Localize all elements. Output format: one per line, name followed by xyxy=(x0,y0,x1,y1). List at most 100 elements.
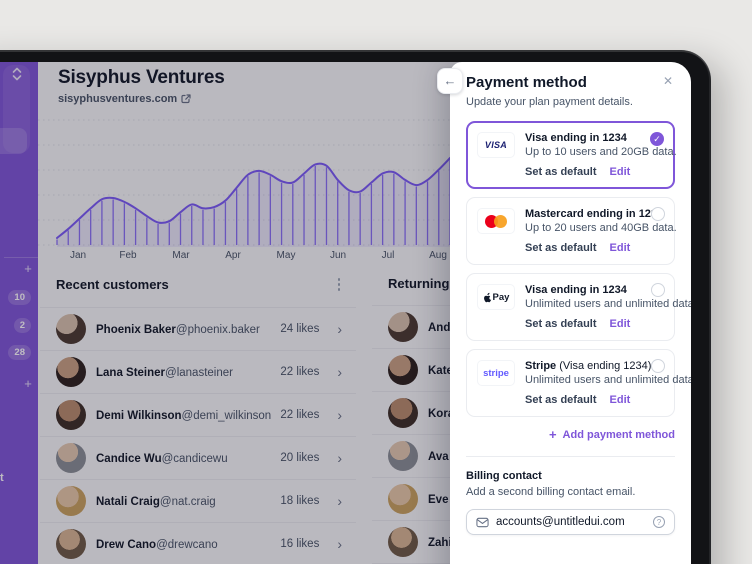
radio[interactable] xyxy=(651,207,665,221)
external-link-icon xyxy=(181,94,191,104)
axis-tick-label: Aug xyxy=(429,250,447,261)
plus-icon[interactable]: + xyxy=(24,261,32,276)
help-icon[interactable]: ? xyxy=(653,516,665,528)
chevron-right-icon[interactable]: › xyxy=(337,363,342,380)
customer-handle: @demi_wilkinson xyxy=(181,409,272,422)
customer-handle: @drewcano xyxy=(156,538,218,551)
customer-handle: @candicewu xyxy=(161,452,228,465)
edit-button[interactable]: Edit xyxy=(609,166,631,178)
back-button[interactable]: ← xyxy=(437,68,463,94)
payment-method-panel: Payment method ✕ Update your plan paymen… xyxy=(450,62,691,564)
plus-icon: + xyxy=(548,427,557,442)
customer-row[interactable]: Candice Wu@candicewu 20 likes › xyxy=(40,437,356,480)
apple-pay-logo: Pay xyxy=(477,284,515,310)
avatar xyxy=(56,442,86,473)
payment-desc: Unlimited users and unlimited data. xyxy=(525,374,691,386)
radio[interactable] xyxy=(651,359,665,373)
avatar xyxy=(56,313,86,344)
customer-handle: @nat.craig xyxy=(159,495,216,508)
set-default-button[interactable]: Set as default xyxy=(525,242,597,254)
mastercard-logo xyxy=(477,208,515,234)
set-default-button[interactable]: Set as default xyxy=(525,318,597,330)
sidebar-search-input[interactable] xyxy=(0,128,27,154)
payment-method-card[interactable]: stripe Stripe (Visa ending 1234) Unlimit… xyxy=(466,349,691,417)
sidebar: + 10 2 28 + t xyxy=(0,62,38,564)
payment-method-card[interactable]: Pay Visa ending in 1234 Unlimited users … xyxy=(466,273,691,341)
payment-desc: Unlimited users and unlimited data. xyxy=(525,298,691,310)
payment-method-card[interactable]: Mastercard ending in 1234 Up to 20 users… xyxy=(466,197,677,265)
avatar xyxy=(56,356,86,387)
plus-icon[interactable]: + xyxy=(24,376,32,391)
dots-menu-icon[interactable] xyxy=(336,276,343,293)
radio[interactable] xyxy=(650,132,664,146)
chevron-right-icon[interactable]: › xyxy=(337,535,342,552)
panel-title: Payment method xyxy=(466,74,587,91)
axis-tick-label: Jul xyxy=(381,250,395,261)
edit-button[interactable]: Edit xyxy=(609,242,631,254)
chevron-up-down-icon[interactable] xyxy=(10,66,24,82)
nav-count-badge: 10 xyxy=(8,290,31,305)
avatar xyxy=(388,484,418,514)
chevron-right-icon[interactable]: › xyxy=(337,406,342,423)
radio[interactable] xyxy=(651,283,665,297)
revenue-chart xyxy=(38,119,450,247)
avatar xyxy=(388,527,418,557)
customer-row[interactable]: Phoenix Baker@phoenix.baker 24 likes › xyxy=(40,308,356,351)
billing-email-value: accounts@untitledui.com xyxy=(496,516,625,528)
set-default-button[interactable]: Set as default xyxy=(525,394,597,406)
axis-tick-label: Feb xyxy=(119,250,137,261)
likes-count: 16 likes xyxy=(280,537,320,550)
likes-count: 22 likes xyxy=(280,408,320,421)
edit-button[interactable]: Edit xyxy=(609,318,631,330)
list-title: Recent customers xyxy=(56,276,169,292)
set-default-button[interactable]: Set as default xyxy=(525,166,597,178)
likes-count: 18 likes xyxy=(280,494,320,507)
axis-tick-label: May xyxy=(276,250,296,261)
billing-contact-title: Billing contact xyxy=(466,470,542,482)
payment-desc: Up to 10 users and 20GB data. xyxy=(525,146,677,158)
nav-count-badge: 28 xyxy=(8,345,31,360)
avatar xyxy=(56,399,86,430)
customer-row[interactable]: Drew Cano@drewcano 16 likes › xyxy=(40,523,356,564)
domain-text: sisyphusventures.com xyxy=(58,93,178,105)
avatar xyxy=(56,528,86,559)
avatar xyxy=(56,485,86,516)
mail-icon xyxy=(476,517,489,527)
billing-contact-desc: Add a second billing contact email. xyxy=(466,486,636,498)
avatar xyxy=(388,355,418,385)
recent-customers-card: Recent customers Phoenix Baker@phoenix.b… xyxy=(40,268,356,564)
likes-count: 20 likes xyxy=(280,451,320,464)
axis-tick-label: Jun xyxy=(329,250,347,261)
visa-logo: VISA xyxy=(477,132,515,158)
chevron-right-icon[interactable]: › xyxy=(337,492,342,509)
axis-tick-label: Mar xyxy=(172,250,190,261)
app-screen: + 10 2 28 + t Sisyphus Ventures sisyphus… xyxy=(0,62,691,564)
stripe-logo: stripe xyxy=(477,360,515,386)
apple-icon xyxy=(483,292,491,302)
likes-count: 24 likes xyxy=(280,322,320,335)
edit-button[interactable]: Edit xyxy=(609,394,631,406)
chevron-right-icon[interactable]: › xyxy=(337,449,342,466)
payment-title: Mastercard ending in 1234 xyxy=(525,208,664,220)
payment-title: Visa ending in 1234 xyxy=(525,284,627,296)
axis-tick-label: Jan xyxy=(69,250,87,261)
company-domain-link[interactable]: sisyphusventures.com xyxy=(58,93,191,105)
payment-method-card[interactable]: VISA Visa ending in 1234 Up to 10 users … xyxy=(466,121,677,189)
customer-row[interactable]: Lana Steiner@lanasteiner 22 likes › xyxy=(40,351,356,394)
divider xyxy=(466,456,675,457)
customer-name: Phoenix Baker xyxy=(96,323,176,336)
add-payment-method-button[interactable]: + Add payment method xyxy=(548,427,675,442)
customer-row[interactable]: Demi Wilkinson@demi_wilkinson 22 likes › xyxy=(40,394,356,437)
customer-handle: @lanasteiner xyxy=(165,366,233,379)
customer-name: Drew Cano xyxy=(96,538,157,551)
chart-x-axis: Jan Feb Mar Apr May Jun Jul Aug xyxy=(38,250,450,262)
customer-row[interactable]: Natali Craig@nat.craig 18 likes › xyxy=(40,480,356,523)
customer-name: Natali Craig xyxy=(96,495,160,508)
customer-name: Lana Steiner xyxy=(96,366,166,379)
close-icon[interactable]: ✕ xyxy=(662,74,673,88)
nav-count-badge: 2 xyxy=(13,318,31,333)
payment-title: Stripe xyxy=(525,360,557,372)
billing-email-input[interactable]: accounts@untitledui.com ? xyxy=(466,509,675,535)
sidebar-item-label: t xyxy=(0,472,4,484)
chevron-right-icon[interactable]: › xyxy=(337,320,342,337)
